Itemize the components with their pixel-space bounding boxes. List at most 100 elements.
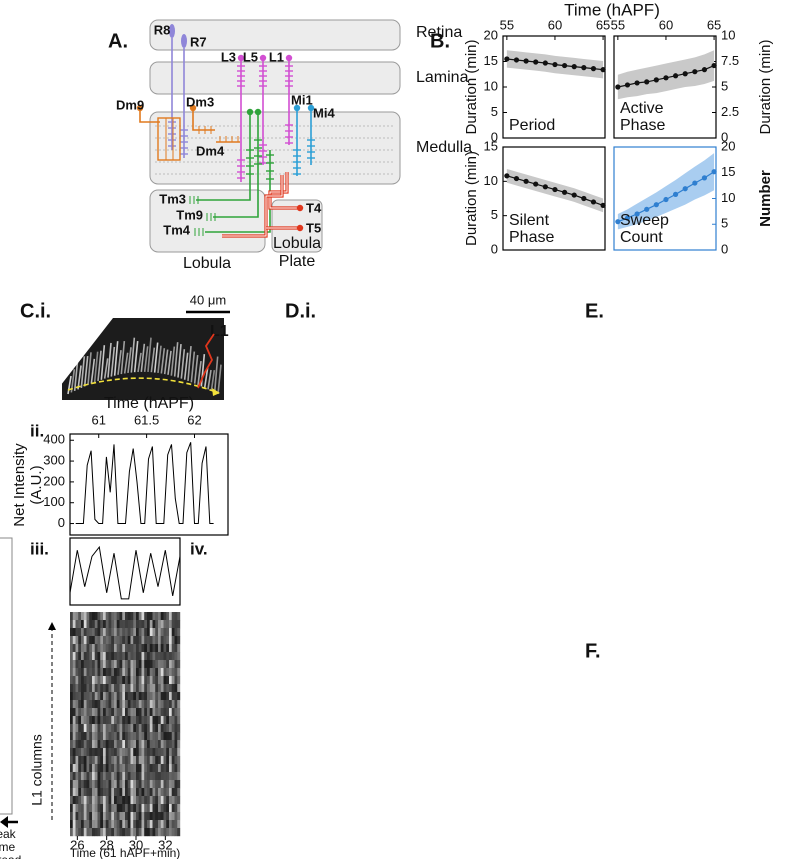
kymograph-pixel: [127, 652, 131, 661]
kymograph-pixel: [144, 740, 148, 749]
kymograph-pixel: [108, 828, 112, 837]
scale-bar-label: 40 μm: [190, 292, 226, 307]
kymograph-pixel: [111, 612, 115, 621]
kymograph-pixel: [100, 740, 104, 749]
kymograph-pixel: [97, 812, 101, 821]
cell-label: L1: [210, 323, 229, 340]
x-tick-label: 32: [158, 837, 172, 852]
kymograph-pixel: [70, 748, 73, 757]
kymograph-pixel: [81, 732, 84, 741]
kymograph-pixel: [171, 732, 175, 741]
y-tick-label: 0: [491, 241, 498, 256]
kymograph-pixel: [155, 740, 159, 749]
kymograph-pixel: [177, 748, 181, 757]
kymograph-pixel: [78, 684, 82, 693]
kymograph-pixel: [147, 692, 150, 701]
kymograph-pixel: [163, 660, 167, 669]
kymograph-pixel: [89, 676, 93, 685]
kymograph-pixel: [174, 764, 178, 773]
kymograph-pixel: [119, 764, 123, 773]
kymograph-pixel: [78, 676, 82, 685]
kymograph-pixel: [155, 772, 159, 781]
kymograph-pixel: [171, 676, 175, 685]
kymograph-pixel: [147, 732, 150, 741]
kymograph-pixel: [166, 684, 170, 693]
kymograph-pixel: [86, 748, 90, 757]
kymograph-pixel: [86, 804, 90, 813]
kymograph-pixel: [138, 612, 142, 621]
kymograph-pixel: [89, 652, 93, 661]
kymograph-pixel: [138, 644, 142, 653]
kymograph-pixel: [70, 804, 73, 813]
kymograph-pixel: [72, 644, 76, 653]
kymograph-pixel: [94, 628, 98, 637]
kymograph-pixel: [136, 644, 139, 653]
kymograph-pixel: [70, 676, 73, 685]
kymograph-pixel: [81, 724, 84, 733]
kymograph-pixel: [70, 692, 73, 701]
kymograph-pixel: [163, 628, 167, 637]
kymograph-pixel: [152, 820, 156, 829]
kymograph-pixel: [119, 820, 123, 829]
kymograph-pixel: [78, 628, 82, 637]
kymograph-pixel: [116, 612, 120, 621]
kymograph-pixel: [92, 804, 95, 813]
kymograph-pixel: [78, 756, 82, 765]
kymograph-pixel: [97, 732, 101, 741]
kymograph-pixel: [83, 748, 87, 757]
kymograph-pixel: [166, 620, 170, 629]
kymograph-pixel: [149, 756, 153, 765]
kymograph-pixel: [166, 700, 170, 709]
kymograph-pixel: [174, 780, 178, 789]
kymograph-pixel: [138, 812, 142, 821]
kymograph-pixel: [136, 764, 139, 773]
y-tick-label: 0: [721, 241, 728, 256]
kymograph-pixel: [177, 724, 181, 733]
kymograph-pixel: [152, 764, 156, 773]
y-tick-label: 5: [491, 104, 498, 119]
kymograph-pixel: [116, 772, 120, 781]
kymograph-pixel: [169, 612, 172, 621]
kymograph-pixel: [89, 684, 93, 693]
kymograph-pixel: [125, 628, 128, 637]
kymograph-pixel: [108, 612, 112, 621]
y-tick-label: 0: [491, 129, 498, 144]
kymograph-pixel: [75, 748, 79, 757]
kymograph-pixel: [149, 636, 153, 645]
kymograph-pixel: [83, 660, 87, 669]
kymograph-pixel: [149, 644, 153, 653]
kymograph-pixel: [94, 668, 98, 677]
kymograph-pixel: [116, 700, 120, 709]
kymograph-pixel: [149, 740, 153, 749]
kymograph-pixel: [75, 756, 79, 765]
data-point: [711, 169, 717, 175]
kymograph-pixel: [83, 708, 87, 717]
kymograph-pixel: [83, 612, 87, 621]
data-point: [692, 69, 698, 75]
kymograph-pixel: [149, 732, 153, 741]
kymograph-pixel: [174, 756, 178, 765]
kymograph-pixel: [136, 620, 139, 629]
kymograph-pixel: [78, 668, 82, 677]
kymograph-pixel: [75, 812, 79, 821]
kymograph-pixel: [152, 780, 156, 789]
kymograph-pixel: [166, 652, 170, 661]
kymograph-pixel: [160, 636, 164, 645]
kymograph-pixel: [78, 820, 82, 829]
kymograph-pixel: [169, 748, 172, 757]
kymograph-pixel: [136, 724, 139, 733]
kymograph-pixel: [78, 732, 82, 741]
data-point: [663, 196, 669, 203]
kymograph-pixel: [116, 676, 120, 685]
kymograph-pixel: [100, 748, 104, 757]
kymograph-pixel: [114, 652, 117, 661]
kymograph-pixel: [166, 660, 170, 669]
kymograph-pixel: [160, 812, 164, 821]
kymograph-pixel: [122, 740, 126, 749]
kymograph-pixel: [147, 740, 150, 749]
kymograph-pixel: [169, 724, 172, 733]
kymograph-pixel: [75, 692, 79, 701]
kymograph-pixel: [158, 764, 161, 773]
kymograph-pixel: [70, 700, 73, 709]
kymograph-pixel: [130, 636, 134, 645]
